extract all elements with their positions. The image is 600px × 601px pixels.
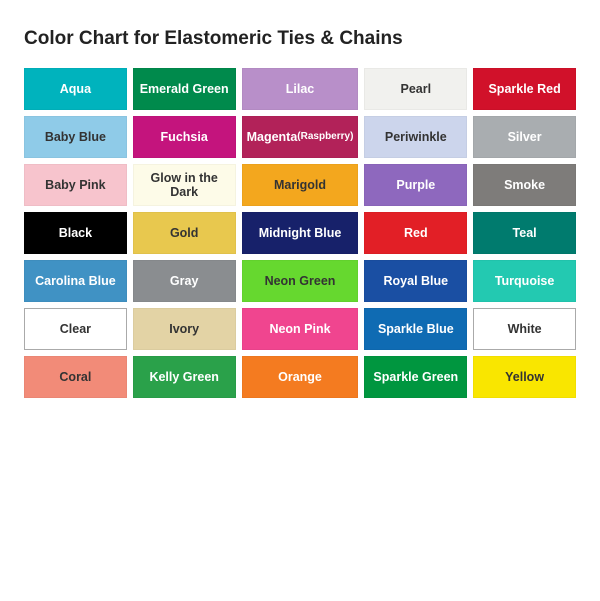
swatch: Royal Blue xyxy=(364,260,467,302)
swatch: Lilac xyxy=(242,68,359,110)
swatch: Midnight Blue xyxy=(242,212,359,254)
swatch-label: Periwinkle xyxy=(385,130,447,144)
swatch-label: Orange xyxy=(278,370,322,384)
swatch: Neon Green xyxy=(242,260,359,302)
swatch: Aqua xyxy=(24,68,127,110)
swatch: Sparkle Red xyxy=(473,68,576,110)
swatch-label: Pearl xyxy=(401,82,432,96)
swatch-label: Kelly Green xyxy=(149,370,218,384)
swatch-label: Sparkle Blue xyxy=(378,322,454,336)
swatch-label: Emerald Green xyxy=(140,82,229,96)
swatch-label: Sparkle Green xyxy=(373,370,458,384)
swatch-label: Turquoise xyxy=(495,274,555,288)
swatch-label: Ivory xyxy=(169,322,199,336)
color-chart: Color Chart for Elastomeric Ties & Chain… xyxy=(0,0,600,422)
swatch-label: Baby Blue xyxy=(45,130,106,144)
swatch: Yellow xyxy=(473,356,576,398)
swatch-sublabel: (Raspberry) xyxy=(297,131,353,143)
swatch: Magenta(Raspberry) xyxy=(242,116,359,158)
swatch: Emerald Green xyxy=(133,68,236,110)
swatch: Glow in the Dark xyxy=(133,164,236,206)
swatch: Red xyxy=(364,212,467,254)
swatch: Baby Blue xyxy=(24,116,127,158)
swatch: Periwinkle xyxy=(364,116,467,158)
swatch-label: Carolina Blue xyxy=(35,274,116,288)
swatch: Turquoise xyxy=(473,260,576,302)
swatch-label: Clear xyxy=(60,322,91,336)
chart-title: Color Chart for Elastomeric Ties & Chain… xyxy=(24,28,576,50)
swatch: Clear xyxy=(24,308,127,350)
swatch-grid: Aqua Emerald Green Lilac Pearl Sparkle Red Ba… xyxy=(24,68,576,398)
swatch-label: Gold xyxy=(170,226,198,240)
swatch-label: Magenta xyxy=(247,130,298,144)
swatch-label: Aqua xyxy=(60,82,91,96)
swatch: Purple xyxy=(364,164,467,206)
swatch-label: Red xyxy=(404,226,428,240)
swatch-label: Silver xyxy=(508,130,542,144)
swatch-label: Midnight Blue xyxy=(259,226,342,240)
swatch: Black xyxy=(24,212,127,254)
swatch: White xyxy=(473,308,576,350)
swatch: Sparkle Blue xyxy=(364,308,467,350)
swatch: Orange xyxy=(242,356,359,398)
swatch: Gold xyxy=(133,212,236,254)
swatch-label: White xyxy=(508,322,542,336)
swatch-label: Royal Blue xyxy=(384,274,449,288)
swatch: Sparkle Green xyxy=(364,356,467,398)
swatch-label: Black xyxy=(59,226,92,240)
swatch: Teal xyxy=(473,212,576,254)
swatch-label: Sparkle Red xyxy=(488,82,560,96)
swatch-label: Gray xyxy=(170,274,199,288)
swatch-label: Marigold xyxy=(274,178,326,192)
swatch-label: Baby Pink xyxy=(45,178,105,192)
swatch-label: Yellow xyxy=(505,370,544,384)
swatch: Neon Pink xyxy=(242,308,359,350)
swatch: Ivory xyxy=(133,308,236,350)
swatch: Fuchsia xyxy=(133,116,236,158)
swatch-label: Smoke xyxy=(504,178,545,192)
swatch: Kelly Green xyxy=(133,356,236,398)
swatch: Silver xyxy=(473,116,576,158)
swatch: Pearl xyxy=(364,68,467,110)
swatch-label: Lilac xyxy=(286,82,315,96)
swatch-label: Fuchsia xyxy=(161,130,208,144)
swatch-label: Neon Green xyxy=(265,274,336,288)
swatch: Marigold xyxy=(242,164,359,206)
swatch-label: Teal xyxy=(513,226,537,240)
swatch: Baby Pink xyxy=(24,164,127,206)
swatch-label: Purple xyxy=(396,178,435,192)
swatch: Gray xyxy=(133,260,236,302)
swatch-label: Coral xyxy=(59,370,91,384)
swatch: Carolina Blue xyxy=(24,260,127,302)
swatch: Coral xyxy=(24,356,127,398)
swatch-label: Glow in the Dark xyxy=(138,171,231,200)
swatch-label: Neon Pink xyxy=(269,322,330,336)
swatch: Smoke xyxy=(473,164,576,206)
